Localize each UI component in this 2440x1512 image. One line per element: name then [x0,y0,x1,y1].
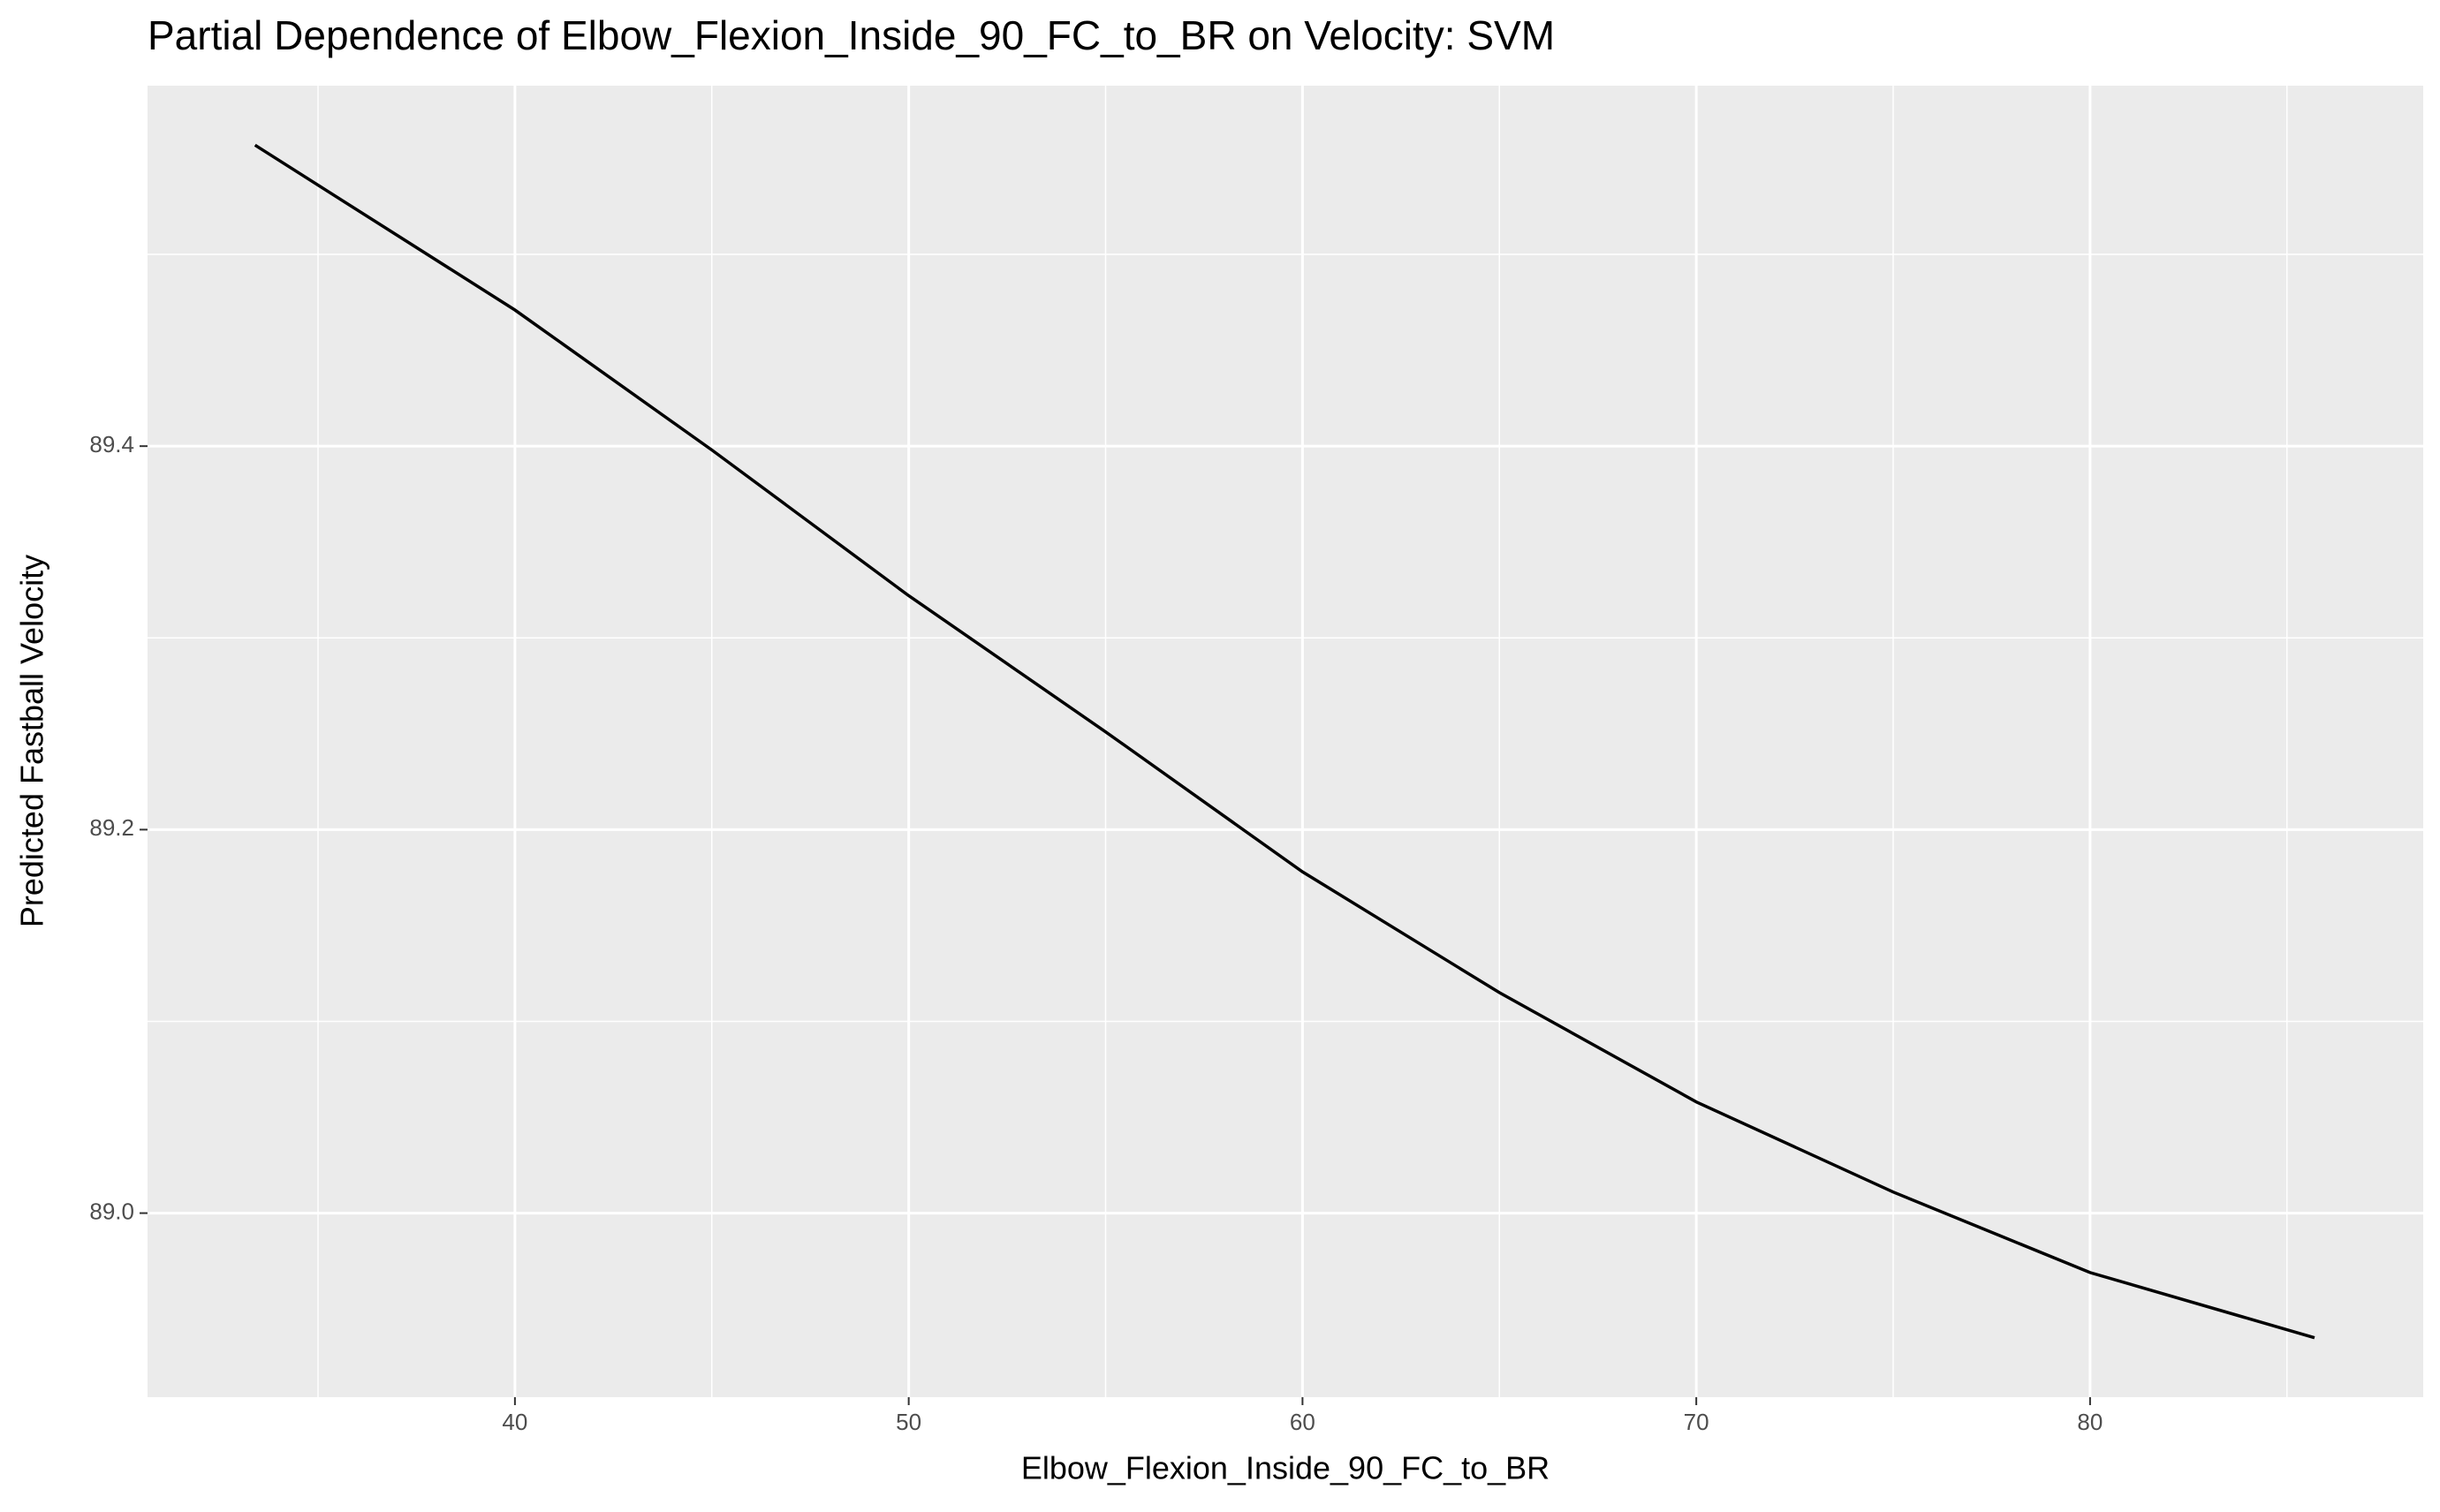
x-tick-label: 40 [502,1409,527,1435]
line [254,143,2315,1340]
grid [148,86,2423,1397]
x-axis-title: Elbow_Flexion_Inside_90_FC_to_BR [1021,1450,1550,1486]
y-tick-label: 89.4 [89,431,134,457]
plot-panel [148,86,2423,1397]
x-tick-label: 60 [1290,1409,1315,1435]
chart-title: Partial Dependence of Elbow_Flexion_Insi… [148,12,1555,58]
x-tick-label: 80 [2077,1409,2103,1435]
x-tick-label: 50 [896,1409,921,1435]
y-axis-title: Predicted Fastball Velocity [14,555,50,927]
y-tick-label: 89.0 [89,1198,134,1224]
x-tick-label: 70 [1684,1409,1709,1435]
y-tick-label: 89.2 [89,814,134,841]
